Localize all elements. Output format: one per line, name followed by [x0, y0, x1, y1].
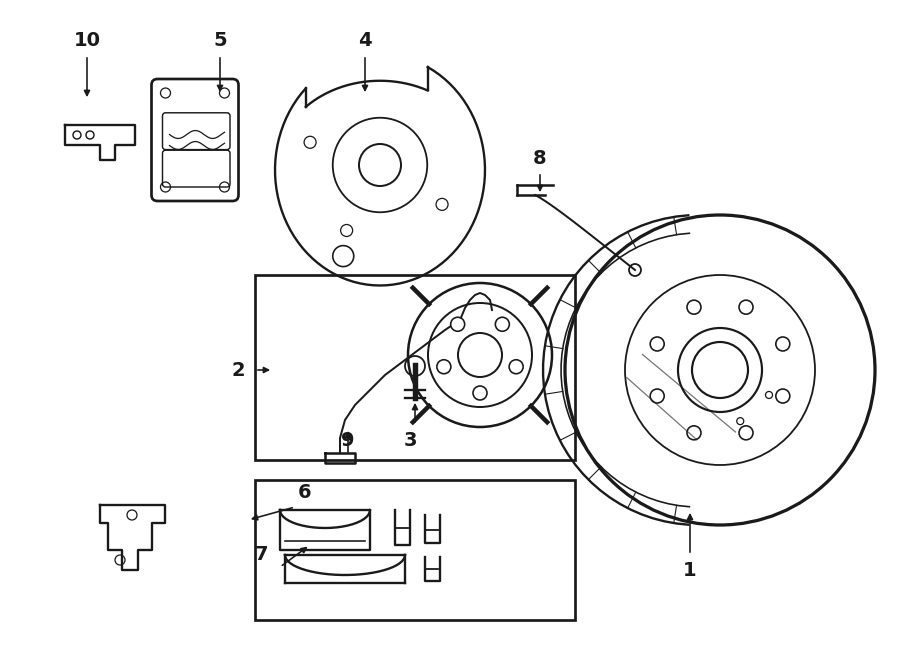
Circle shape [495, 317, 509, 331]
Circle shape [436, 360, 451, 373]
Circle shape [451, 317, 464, 331]
Circle shape [509, 360, 523, 373]
Circle shape [333, 246, 354, 266]
Text: 10: 10 [74, 30, 101, 50]
Text: 6: 6 [298, 483, 311, 502]
Text: 3: 3 [403, 430, 417, 449]
Text: 1: 1 [683, 561, 697, 580]
Text: 2: 2 [231, 360, 245, 379]
Text: 5: 5 [213, 30, 227, 50]
Circle shape [473, 386, 487, 400]
Text: 8: 8 [533, 149, 547, 167]
Bar [255, 480, 575, 620]
Text: 9: 9 [341, 430, 355, 449]
Text: 7: 7 [256, 545, 269, 564]
Text: 4: 4 [358, 30, 372, 50]
Bar [255, 275, 575, 460]
